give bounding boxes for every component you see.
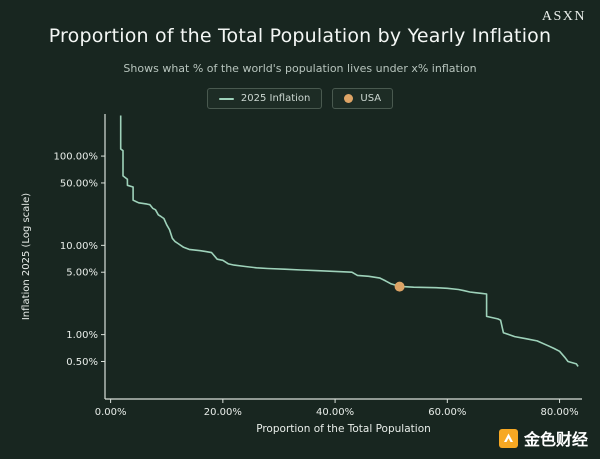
x-axis-title: Proportion of the Total Population xyxy=(256,423,431,435)
series-2025-inflation[interactable] xyxy=(119,115,579,367)
legend-label: USA xyxy=(360,93,382,104)
y-tick-label: 1.00% xyxy=(66,330,98,341)
x-tick-label: 60.00% xyxy=(428,407,466,418)
page-title: Proportion of the Total Population by Ye… xyxy=(48,25,552,47)
x-tick-label: 20.00% xyxy=(204,407,242,418)
legend-label: 2025 Inflation xyxy=(240,93,311,104)
chart-area: 100.00% 50.00% 10.00% 5.00% 1.00% 0.50% 0.00% 2… xyxy=(0,107,600,442)
x-tick-label: 80.00% xyxy=(540,407,578,418)
y-tick-label: 50.00% xyxy=(60,178,98,189)
x-tick-label: 40.00% xyxy=(316,407,354,418)
y-tick-label: 5.00% xyxy=(66,268,98,279)
line-swatch-icon xyxy=(218,97,234,100)
y-tick-label: 10.00% xyxy=(60,241,98,252)
y-axis-title: Inflation 2025 (Log scale) xyxy=(21,193,32,320)
watermark: 金色财经 xyxy=(498,426,588,450)
legend-item-usa[interactable]: USA xyxy=(332,88,394,109)
x-tick-label: 0.00% xyxy=(95,407,127,418)
jinse-logo-icon xyxy=(498,428,518,448)
y-tick-label: 0.50% xyxy=(66,357,98,368)
marker-usa[interactable] xyxy=(394,281,405,292)
inflation-line-chart[interactable]: 100.00% 50.00% 10.00% 5.00% 1.00% 0.50% 0.00% 2… xyxy=(0,107,600,442)
legend-item-2025-inflation[interactable]: 2025 Inflation xyxy=(206,88,323,109)
y-tick-label: 100.00% xyxy=(54,152,99,163)
chart-legend: 2025 Inflation USA xyxy=(0,88,600,109)
brand-logo: ASXN xyxy=(541,9,586,24)
watermark-text: 金色财经 xyxy=(523,430,588,449)
page-subtitle: Shows what % of the world's population l… xyxy=(123,62,477,75)
dot-swatch-icon xyxy=(344,94,354,103)
